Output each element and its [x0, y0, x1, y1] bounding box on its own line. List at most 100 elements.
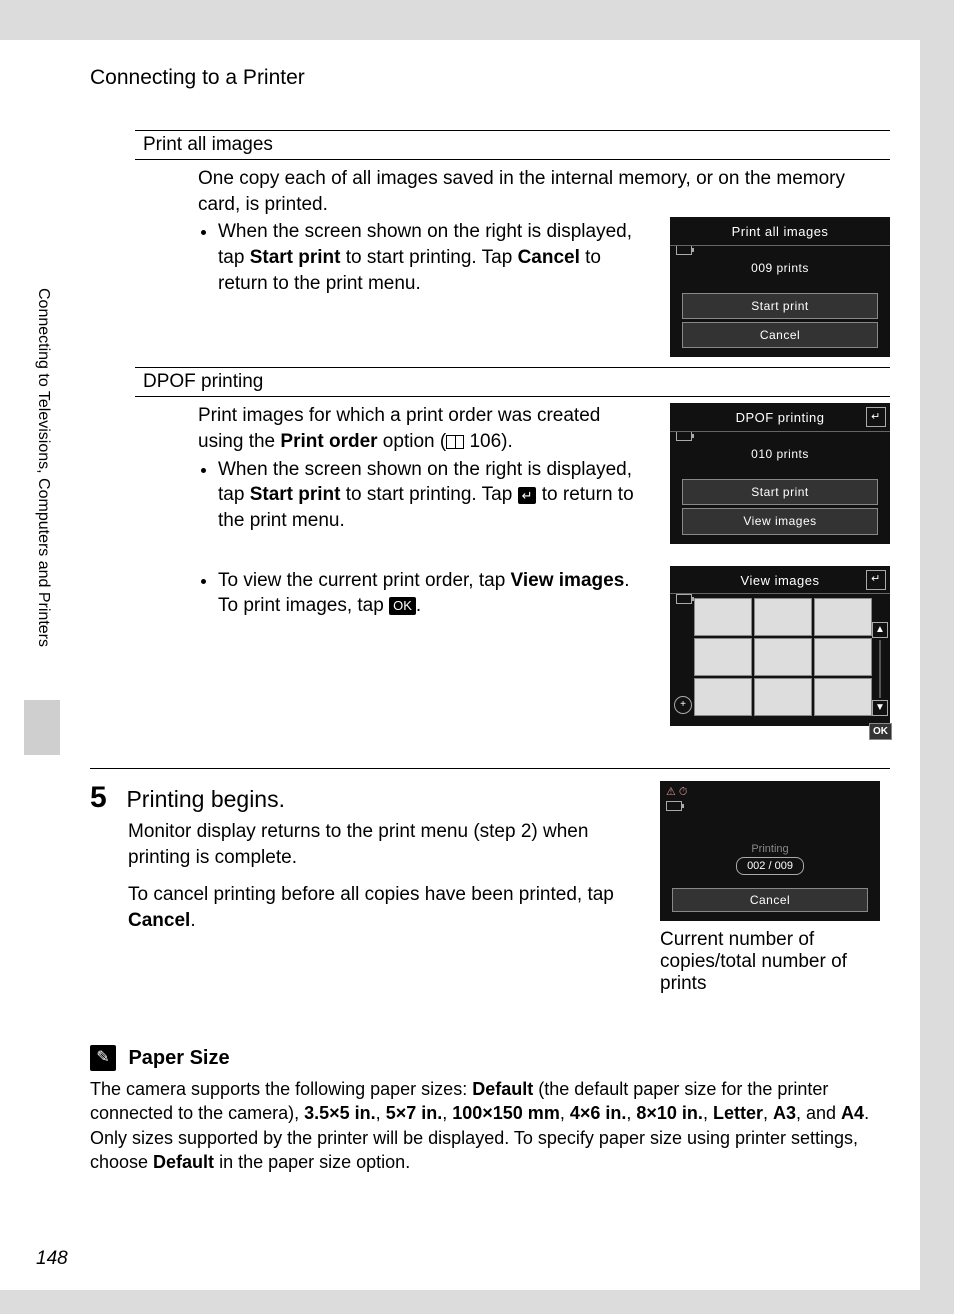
screen-title: View images ↵	[670, 566, 890, 595]
step-number: 5	[90, 781, 122, 815]
scroll-down-button[interactable]: ▼	[872, 700, 888, 716]
page: Connecting to a Printer Connecting to Te…	[0, 0, 954, 1314]
intro-text: One copy each of all images saved in the…	[198, 166, 890, 217]
screen-subtitle: 010 prints	[670, 432, 890, 476]
scroll-up-button[interactable]: ▲	[872, 622, 888, 638]
thumbnail[interactable]	[694, 598, 752, 636]
thumbnail[interactable]	[814, 598, 872, 636]
text: ,	[442, 1103, 452, 1123]
camera-screen-dpof: DPOF printing ↵ 010 prints Start print V…	[670, 403, 890, 543]
screen-title: Print all images	[670, 217, 890, 246]
note-title: Paper Size	[128, 1047, 229, 1069]
start-print-button[interactable]: Start print	[682, 293, 878, 319]
thumbnail[interactable]	[754, 598, 812, 636]
bold: View images	[511, 570, 625, 591]
bold: Default	[153, 1152, 214, 1172]
zoom-icon[interactable]: +	[674, 696, 692, 714]
bold: 100×150 mm	[452, 1103, 560, 1123]
text: .	[190, 910, 195, 931]
section-body-print-all: One copy each of all images saved in the…	[198, 166, 890, 357]
bold: 3.5×5 in.	[304, 1103, 376, 1123]
bullet: When the screen shown on the right is di…	[218, 219, 650, 296]
scroll-track	[879, 640, 881, 698]
bold: Cancel	[128, 910, 190, 931]
manual-ref-icon	[446, 435, 464, 449]
thumbnail-grid	[670, 594, 890, 720]
page-number: 148	[36, 1248, 68, 1270]
ok-icon: OK	[389, 597, 416, 615]
text: DPOF printing	[736, 410, 825, 425]
text: ,	[703, 1103, 713, 1123]
bold: Start print	[250, 247, 341, 268]
bold: Start print	[250, 484, 341, 505]
bullet: To view the current print order, tap Vie…	[218, 568, 650, 619]
screen-subtitle: 009 prints	[670, 246, 890, 290]
text: ,	[763, 1103, 773, 1123]
text: ,	[560, 1103, 570, 1123]
bold: A3	[773, 1103, 796, 1123]
note-icon: ✎	[90, 1045, 116, 1071]
text: to start printing. Tap	[340, 247, 517, 268]
text: To cancel printing before all copies hav…	[128, 884, 614, 905]
text: ,	[376, 1103, 386, 1123]
divider	[90, 768, 890, 769]
bold: Default	[472, 1079, 533, 1099]
side-chapter-label: Connecting to Televisions, Computers and…	[34, 288, 52, 647]
thumb-tab	[24, 700, 60, 755]
back-button[interactable]: ↵	[866, 407, 886, 427]
camera-screen-view-images: View images ↵	[670, 566, 890, 727]
text: .	[416, 595, 421, 616]
bold: A4	[841, 1103, 864, 1123]
text: ,	[626, 1103, 636, 1123]
bold: Letter	[713, 1103, 763, 1123]
thumbnail[interactable]	[814, 638, 872, 676]
text: To view the current print order, tap	[218, 570, 511, 591]
bullet: When the screen shown on the right is di…	[218, 457, 650, 534]
bold: Print order	[280, 431, 377, 452]
note-body: The camera supports the following paper …	[90, 1077, 890, 1174]
text: View images	[741, 573, 820, 588]
view-images-button[interactable]: View images	[682, 508, 878, 534]
page-header: Connecting to a Printer	[90, 66, 305, 90]
battery-icon	[666, 801, 682, 811]
cancel-button[interactable]: Cancel	[682, 322, 878, 348]
progress-counter: 002 / 009	[736, 857, 804, 875]
thumbnail[interactable]	[694, 638, 752, 676]
step-5: 5 Printing begins. Monitor display retur…	[90, 781, 890, 995]
thumbnail[interactable]	[754, 638, 812, 676]
callout-label: Current number of copies/total number of…	[660, 929, 890, 995]
printing-label: Printing	[660, 843, 880, 855]
note-paper-size: ✎ Paper Size The camera supports the fol…	[90, 1045, 890, 1174]
ok-button[interactable]: OK	[869, 723, 892, 741]
text: 106).	[464, 431, 513, 452]
text: in the paper size option.	[214, 1152, 410, 1172]
section-title-print-all: Print all images	[135, 130, 890, 160]
bold: 8×10 in.	[636, 1103, 703, 1123]
back-icon: ↵	[518, 487, 537, 505]
text: The camera supports the following paper …	[90, 1079, 472, 1099]
text: , and	[796, 1103, 841, 1123]
screen-title: DPOF printing ↵	[670, 403, 890, 432]
thumbnail[interactable]	[814, 678, 872, 716]
camera-screen-printing: ⚠ ⏱ Printing 002 / 009 Cancel	[660, 781, 880, 921]
warning-icon: ⚠ ⏱	[660, 781, 880, 803]
thumbnail[interactable]	[754, 678, 812, 716]
step-text: To cancel printing before all copies hav…	[128, 882, 640, 933]
bold: 4×6 in.	[570, 1103, 627, 1123]
battery-icon	[676, 431, 692, 441]
cancel-button[interactable]: Cancel	[672, 888, 868, 912]
scroll-bar: ▲ ▼	[872, 622, 888, 716]
thumbnail[interactable]	[694, 678, 752, 716]
content: Print all images One copy each of all im…	[90, 130, 890, 1174]
page-inner: Connecting to a Printer Connecting to Te…	[0, 40, 920, 1290]
intro-text: Print images for which a print order was…	[198, 403, 650, 454]
section-body-dpof: Print images for which a print order was…	[198, 403, 890, 726]
start-print-button[interactable]: Start print	[682, 479, 878, 505]
step-text: Monitor display returns to the print men…	[128, 819, 640, 870]
text: option (	[378, 431, 447, 452]
back-button[interactable]: ↵	[866, 570, 886, 590]
camera-screen-print-all: Print all images 009 prints Start print …	[670, 217, 890, 357]
bold: Cancel	[518, 247, 580, 268]
step-title: Printing begins.	[126, 786, 285, 812]
section-title-dpof: DPOF printing	[135, 367, 890, 397]
